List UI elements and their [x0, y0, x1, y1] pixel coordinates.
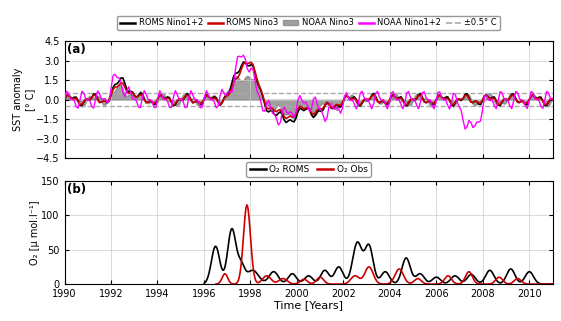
X-axis label: Time [Years]: Time [Years] — [274, 300, 343, 310]
Text: (a): (a) — [67, 43, 86, 56]
Legend: O₂ ROMS, O₂ Obs: O₂ ROMS, O₂ Obs — [246, 162, 371, 177]
Y-axis label: O₂ [μ mol.l⁻¹]: O₂ [μ mol.l⁻¹] — [30, 200, 40, 265]
Text: (b): (b) — [67, 183, 86, 196]
Legend: ROMS Nino1+2, ROMS Nino3, NOAA Nino3, NOAA Nino1+2, ±0.5° C: ROMS Nino1+2, ROMS Nino3, NOAA Nino3, NO… — [117, 15, 500, 30]
Y-axis label: SST anomaly
[° C]: SST anomaly [° C] — [13, 68, 35, 132]
